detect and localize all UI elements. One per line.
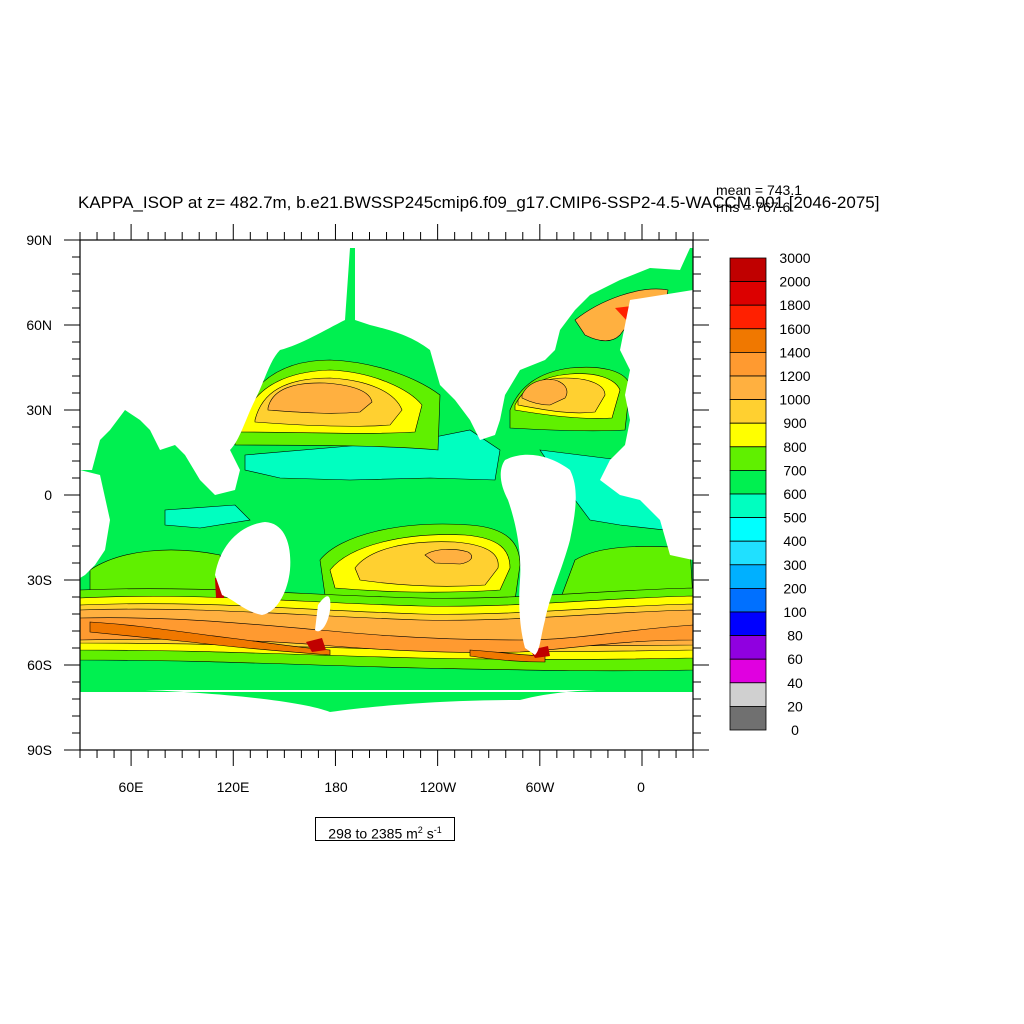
- colorbar-swatch: [729, 517, 767, 542]
- colorbar-swatch: [729, 682, 767, 707]
- colorbar-label: 700: [783, 462, 807, 478]
- australia-land: [215, 522, 291, 615]
- mean-value: mean = 743.1: [716, 182, 803, 198]
- nz-land: [315, 596, 331, 632]
- spac-1000: [424, 549, 473, 565]
- colorbar-label: 1200: [779, 368, 810, 384]
- colorbar-swatch: [729, 658, 767, 684]
- colorbar-swatch: [729, 351, 767, 377]
- lat-label: 0: [44, 487, 52, 503]
- greenland-land: [520, 250, 600, 310]
- colorbar-label: 0: [791, 722, 799, 738]
- south-america-land: [500, 454, 576, 655]
- colorbar-label: 40: [787, 675, 803, 691]
- lat-label: 90S: [27, 742, 52, 758]
- colorbar-swatch: [729, 706, 767, 731]
- colorbar-swatch: [729, 422, 767, 448]
- lon-label: 60E: [119, 779, 144, 795]
- axis-ticks: [64, 224, 709, 766]
- colorbar-label: 500: [783, 510, 807, 526]
- colorbar-swatch: [729, 328, 767, 353]
- map-stats: mean = 743.1 rms = 767.6: [716, 182, 802, 216]
- lon-label: 0: [637, 779, 645, 795]
- range-mid: s: [422, 825, 434, 842]
- map-area: [80, 240, 693, 750]
- europe-africa-land: [600, 290, 693, 560]
- colorbar-swatch: [729, 257, 767, 283]
- colorbar-label: 20: [787, 698, 803, 714]
- range-exp2: -1: [433, 825, 442, 835]
- colorbar-label: 80: [787, 628, 803, 644]
- rms-value: rms = 767.6: [716, 199, 791, 215]
- colorbar-swatch: [729, 399, 767, 424]
- colorbar-label: 200: [783, 580, 807, 596]
- colorbar-swatch: [729, 635, 767, 660]
- data-range-box: 298 to 2385 m2 s-1: [315, 817, 455, 842]
- colorbar-swatch: [729, 611, 767, 637]
- lat-label: 30S: [27, 572, 52, 588]
- range-text: 298 to 2385 m: [328, 825, 418, 842]
- so-hot-nz: [306, 638, 326, 652]
- lon-label: 120W: [420, 779, 457, 795]
- range-exp1: 2: [417, 825, 423, 835]
- colorbar-swatch: [729, 469, 767, 495]
- north-america-land: [355, 248, 690, 440]
- so-1400b: [469, 649, 546, 663]
- colorbar-label: 60: [787, 651, 803, 667]
- colorbar-label: 1000: [779, 392, 810, 408]
- satl-700: [559, 546, 693, 601]
- lon-label: 180: [324, 779, 348, 795]
- lat-label: 30N: [26, 402, 52, 418]
- colorbar-swatch: [729, 446, 767, 471]
- lon-label: 60W: [526, 779, 556, 795]
- lat-label: 60N: [26, 317, 52, 333]
- africa-land: [80, 470, 110, 578]
- colorbar-swatch: [729, 281, 767, 306]
- colorbar-label: 1800: [779, 297, 810, 313]
- antarctica-land: [80, 690, 693, 750]
- colorbar-label: 800: [783, 439, 807, 455]
- colorbar-swatch: [729, 304, 767, 330]
- lon-label: 120E: [217, 779, 250, 795]
- lat-label: 90N: [26, 232, 52, 248]
- colorbar-label: 2000: [779, 274, 810, 290]
- colorbar-swatch: [729, 375, 767, 401]
- arctic-cap: [80, 240, 693, 248]
- npac-1000: [267, 382, 373, 414]
- natl-1000: [521, 379, 568, 406]
- so-1400: [89, 621, 331, 656]
- colorbar-swatch: [729, 564, 767, 589]
- colorbar-label: 1400: [779, 344, 810, 360]
- lat-label: 60S: [27, 657, 52, 673]
- antarctic-coast: [80, 688, 693, 712]
- colorbar-swatch: [729, 493, 767, 519]
- asia-land: [80, 248, 350, 495]
- colorbar-label: 400: [783, 533, 807, 549]
- map-title: KAPPA_ISOP at z= 482.7m, b.e21.BWSSP245c…: [78, 193, 880, 212]
- colorbar: 3000200018001600140012001000900800700600…: [729, 250, 811, 738]
- indian-cyan: [164, 504, 251, 529]
- colorbar-label: 1600: [779, 321, 810, 337]
- colorbar-label: 300: [783, 557, 807, 573]
- colorbar-swatch: [729, 588, 767, 613]
- colorbar-label: 100: [783, 604, 807, 620]
- colorbar-label: 900: [783, 415, 807, 431]
- colorbar-label: 3000: [779, 250, 810, 266]
- colorbar-swatch: [729, 540, 767, 566]
- colorbar-label: 600: [783, 486, 807, 502]
